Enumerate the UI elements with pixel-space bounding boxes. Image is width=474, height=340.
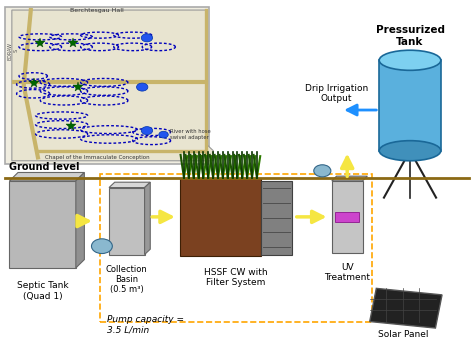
Circle shape [159,131,168,138]
Text: Collection
Basin
(0.5 m³): Collection Basin (0.5 m³) [106,265,148,294]
Polygon shape [109,182,150,188]
Bar [100,174,372,322]
Bar [9,181,76,268]
Bar [180,177,261,256]
Circle shape [141,126,153,135]
Text: River with hose
swivel adapter: River with hose swivel adapter [170,129,210,140]
Bar [261,181,292,255]
Text: Berchtesgau Hall: Berchtesgau Hall [70,8,124,13]
Bar [370,288,442,328]
Circle shape [314,165,331,177]
Polygon shape [332,176,367,181]
Bar [5,7,209,164]
Text: Chapel of the Immaculate Conception: Chapel of the Immaculate Conception [45,155,149,160]
Text: UV
Treatment: UV Treatment [324,263,370,282]
Bar [379,60,441,151]
Bar [109,188,145,255]
Polygon shape [76,172,84,268]
Text: Pressurized
Tank: Pressurized Tank [375,25,445,47]
Text: HSSF CW with
Filter System: HSSF CW with Filter System [204,268,268,287]
Ellipse shape [379,50,441,70]
Polygon shape [12,10,213,161]
Text: EDRAW
S: EDRAW S [8,42,18,60]
Text: Ground level: Ground level [9,163,80,172]
Ellipse shape [379,141,441,161]
Text: Solar Panel: Solar Panel [378,330,428,339]
Bar [335,212,359,222]
Circle shape [141,34,153,42]
Text: Septic Tank
(Quad 1): Septic Tank (Quad 1) [17,281,68,301]
Bar [332,181,363,253]
Circle shape [137,83,148,91]
Polygon shape [9,172,84,181]
Polygon shape [145,182,150,255]
Text: Drip Irrigation
Output: Drip Irrigation Output [305,84,368,103]
Circle shape [91,239,112,254]
Text: Pump capacity =
3.5 L/min: Pump capacity = 3.5 L/min [107,315,183,334]
